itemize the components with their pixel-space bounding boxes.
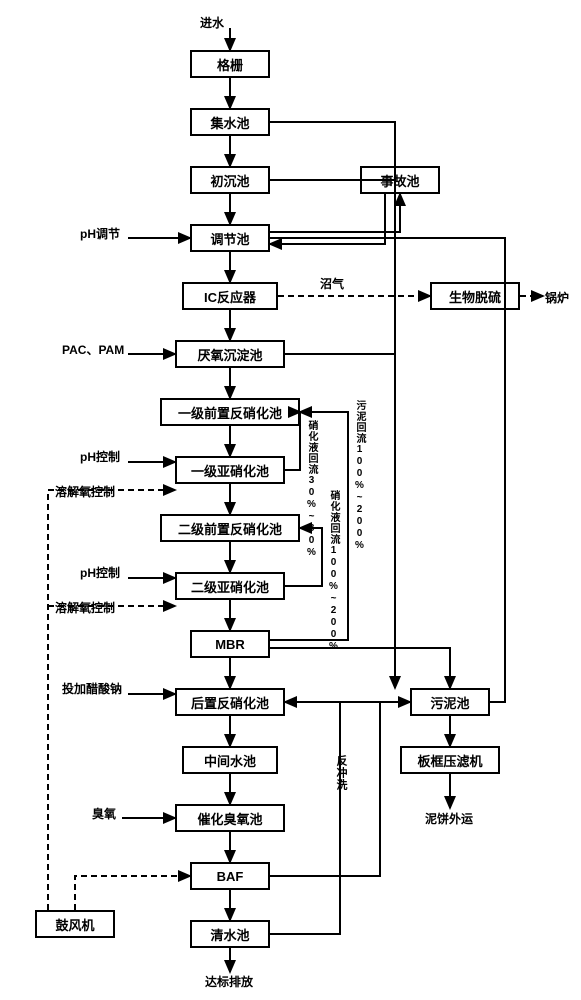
flow-lines <box>0 0 581 1000</box>
